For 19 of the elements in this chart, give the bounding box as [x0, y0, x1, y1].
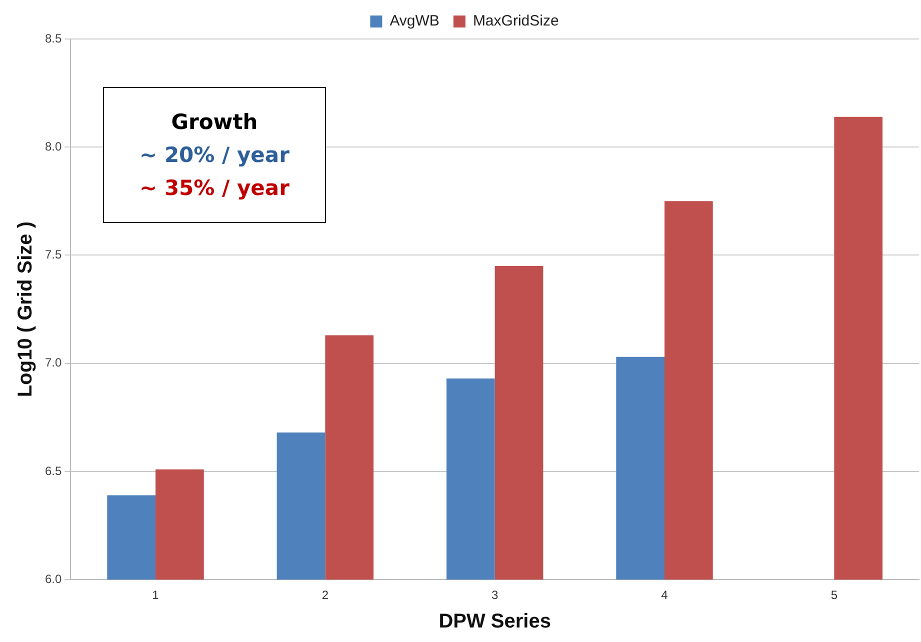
y-tick-label: 8.5: [44, 31, 62, 46]
annotation: ~ 20% / year: [140, 142, 290, 168]
y-tick-label: 7.5: [44, 248, 62, 262]
x-tick-label: 2: [322, 588, 329, 602]
x-tick-label: 1: [152, 588, 160, 602]
y-axis-title: Log10 ( Grid Size ): [14, 222, 37, 398]
y-tick-label: 6.5: [44, 464, 62, 478]
y-tick-label: 8.0: [44, 139, 62, 154]
legend-label: AvgWB: [390, 12, 440, 30]
note-box: Growth ~ 20% / year ~ 35% / year: [103, 87, 326, 223]
x-tick-label: 4: [661, 588, 668, 602]
y-tick-label: 7.0: [44, 356, 62, 370]
x-axis-title: DPW Series: [438, 610, 551, 633]
annotation: ~ 35% / year: [140, 174, 290, 202]
x-tick-label: 3: [491, 588, 498, 602]
annotation: Growth: [171, 108, 258, 136]
x-tick-label: 5: [830, 588, 838, 602]
y-tick-label: 6.0: [44, 572, 62, 586]
legend-label: MaxGridSize: [472, 12, 559, 30]
